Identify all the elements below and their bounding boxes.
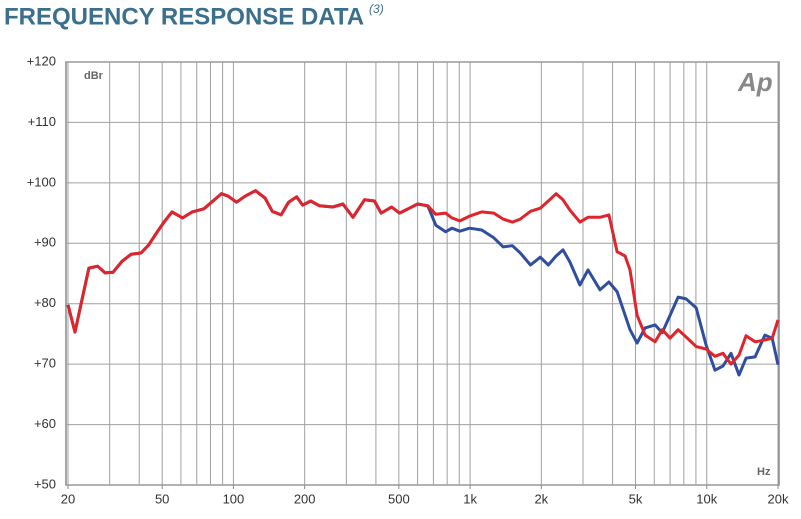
x-tick-label: 500	[388, 491, 410, 506]
x-tick-label: 5k	[629, 491, 643, 506]
y-tick-label: +80	[34, 295, 56, 310]
x-tick-label: 200	[294, 491, 316, 506]
x-tick-label: 1k	[463, 491, 477, 506]
y-unit: dBr	[84, 70, 104, 82]
y-tick-label: +100	[27, 174, 56, 189]
y-tick-label: +120	[27, 53, 56, 68]
title-note: (3)	[369, 2, 384, 16]
x-unit: Hz	[757, 466, 771, 478]
x-tick-label: 20k	[768, 491, 789, 506]
y-tick-label: +50	[34, 476, 56, 491]
x-tick-label: 2k	[534, 491, 548, 506]
y-tick-label: +90	[34, 235, 56, 250]
logo: Ap	[737, 67, 773, 97]
x-tick-label: 20	[61, 491, 75, 506]
chart-title: FREQUENCY RESPONSE DATA	[4, 3, 364, 30]
plot-frame	[65, 61, 780, 486]
x-tick-label: 10k	[696, 491, 717, 506]
y-tick-label: +60	[34, 416, 56, 431]
x-tick-label: 100	[223, 491, 245, 506]
y-tick-label: +110	[28, 114, 56, 129]
series-line	[66, 189, 780, 377]
y-tick-label: +70	[34, 356, 56, 371]
x-tick-label: 50	[155, 491, 169, 506]
series-line	[66, 189, 780, 366]
